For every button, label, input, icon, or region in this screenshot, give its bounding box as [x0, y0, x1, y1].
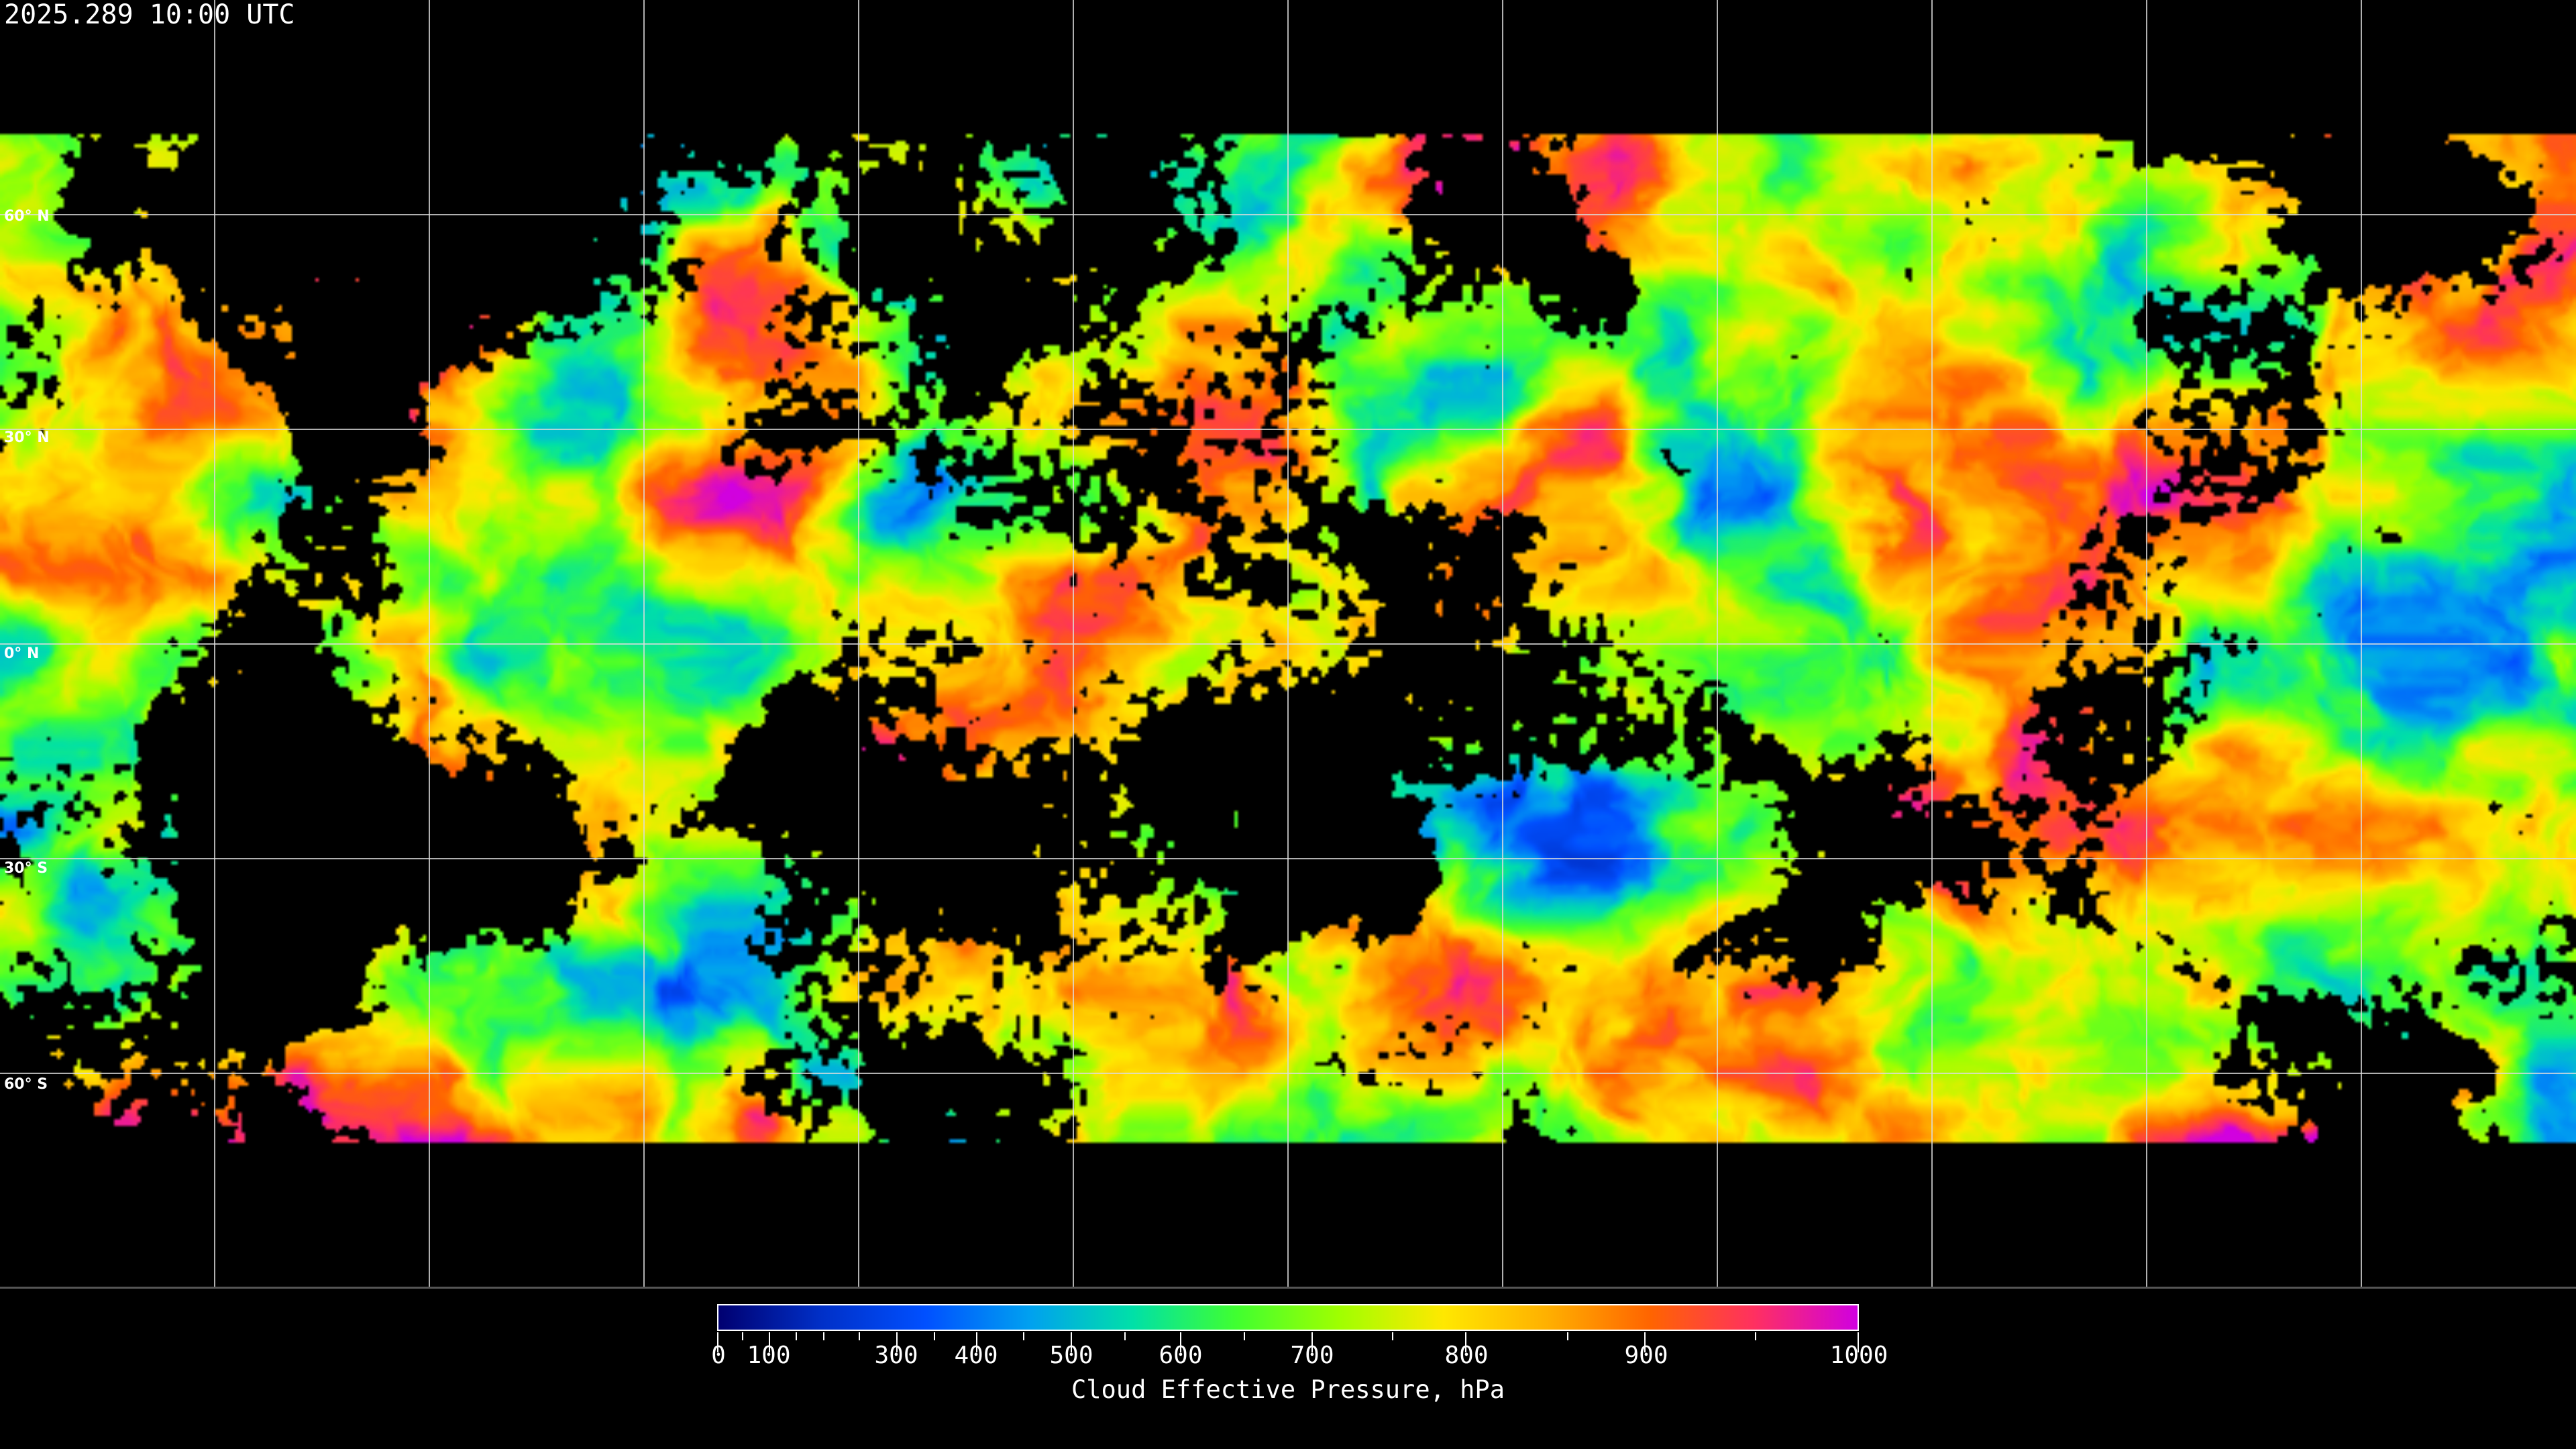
tick-label-700: 700 — [1290, 1342, 1334, 1369]
colorbar-minor-tick — [1566, 1332, 1568, 1340]
colorbar-minor-tick — [742, 1332, 744, 1340]
colorbar-major-tick — [1644, 1332, 1646, 1352]
colorbar-minor-tick — [1022, 1332, 1024, 1340]
colorbar-major-tick — [896, 1332, 898, 1352]
tick-label-500: 500 — [1049, 1342, 1093, 1369]
lat-label-60n: 60° N — [4, 208, 50, 225]
colorbar-minor-tick — [1755, 1332, 1756, 1340]
colorbar-ticks — [717, 1332, 1859, 1352]
tick-label-900: 900 — [1624, 1342, 1668, 1369]
colorbar-minor-tick — [934, 1332, 935, 1340]
colorbar-major-tick — [1858, 1332, 1859, 1352]
lat-label-30n: 30° N — [4, 429, 50, 446]
tick-label-1000: 1000 — [1829, 1342, 1888, 1369]
lat-label-60s: 60° S — [4, 1076, 48, 1093]
colorbar-major-tick — [1071, 1332, 1072, 1352]
tick-label-100: 100 — [747, 1342, 791, 1369]
colorbar-major-tick — [1465, 1332, 1467, 1352]
lat-label-0n: 0° N — [4, 645, 40, 662]
tick-label-800: 800 — [1444, 1342, 1489, 1369]
colorbar-major-tick — [1311, 1332, 1313, 1352]
lat-lon-grid — [0, 0, 2576, 1287]
colorbar — [717, 1304, 1859, 1331]
colorbar-major-tick — [975, 1332, 977, 1352]
cloud-pressure-map — [0, 0, 2576, 1289]
colorbar-minor-tick — [823, 1332, 825, 1340]
colorbar-minor-tick — [796, 1332, 798, 1340]
colorbar-major-tick — [717, 1332, 718, 1352]
colorbar-major-tick — [768, 1332, 770, 1352]
tick-label-600: 600 — [1159, 1342, 1203, 1369]
colorbar-minor-tick — [1124, 1332, 1126, 1340]
tick-label-400: 400 — [954, 1342, 998, 1369]
colorbar-minor-tick — [1244, 1332, 1246, 1340]
tick-label-300: 300 — [874, 1342, 918, 1369]
colorbar-minor-tick — [1392, 1332, 1394, 1340]
timestamp-title: 2025.289 10:00 UTC — [4, 0, 295, 30]
colorbar-minor-tick — [858, 1332, 860, 1340]
colorbar-label: Cloud Effective Pressure, hPa — [1071, 1375, 1505, 1404]
tick-label-0: 0 — [711, 1342, 726, 1369]
colorbar-major-tick — [1180, 1332, 1182, 1352]
lat-label-30s: 30° S — [4, 860, 48, 877]
